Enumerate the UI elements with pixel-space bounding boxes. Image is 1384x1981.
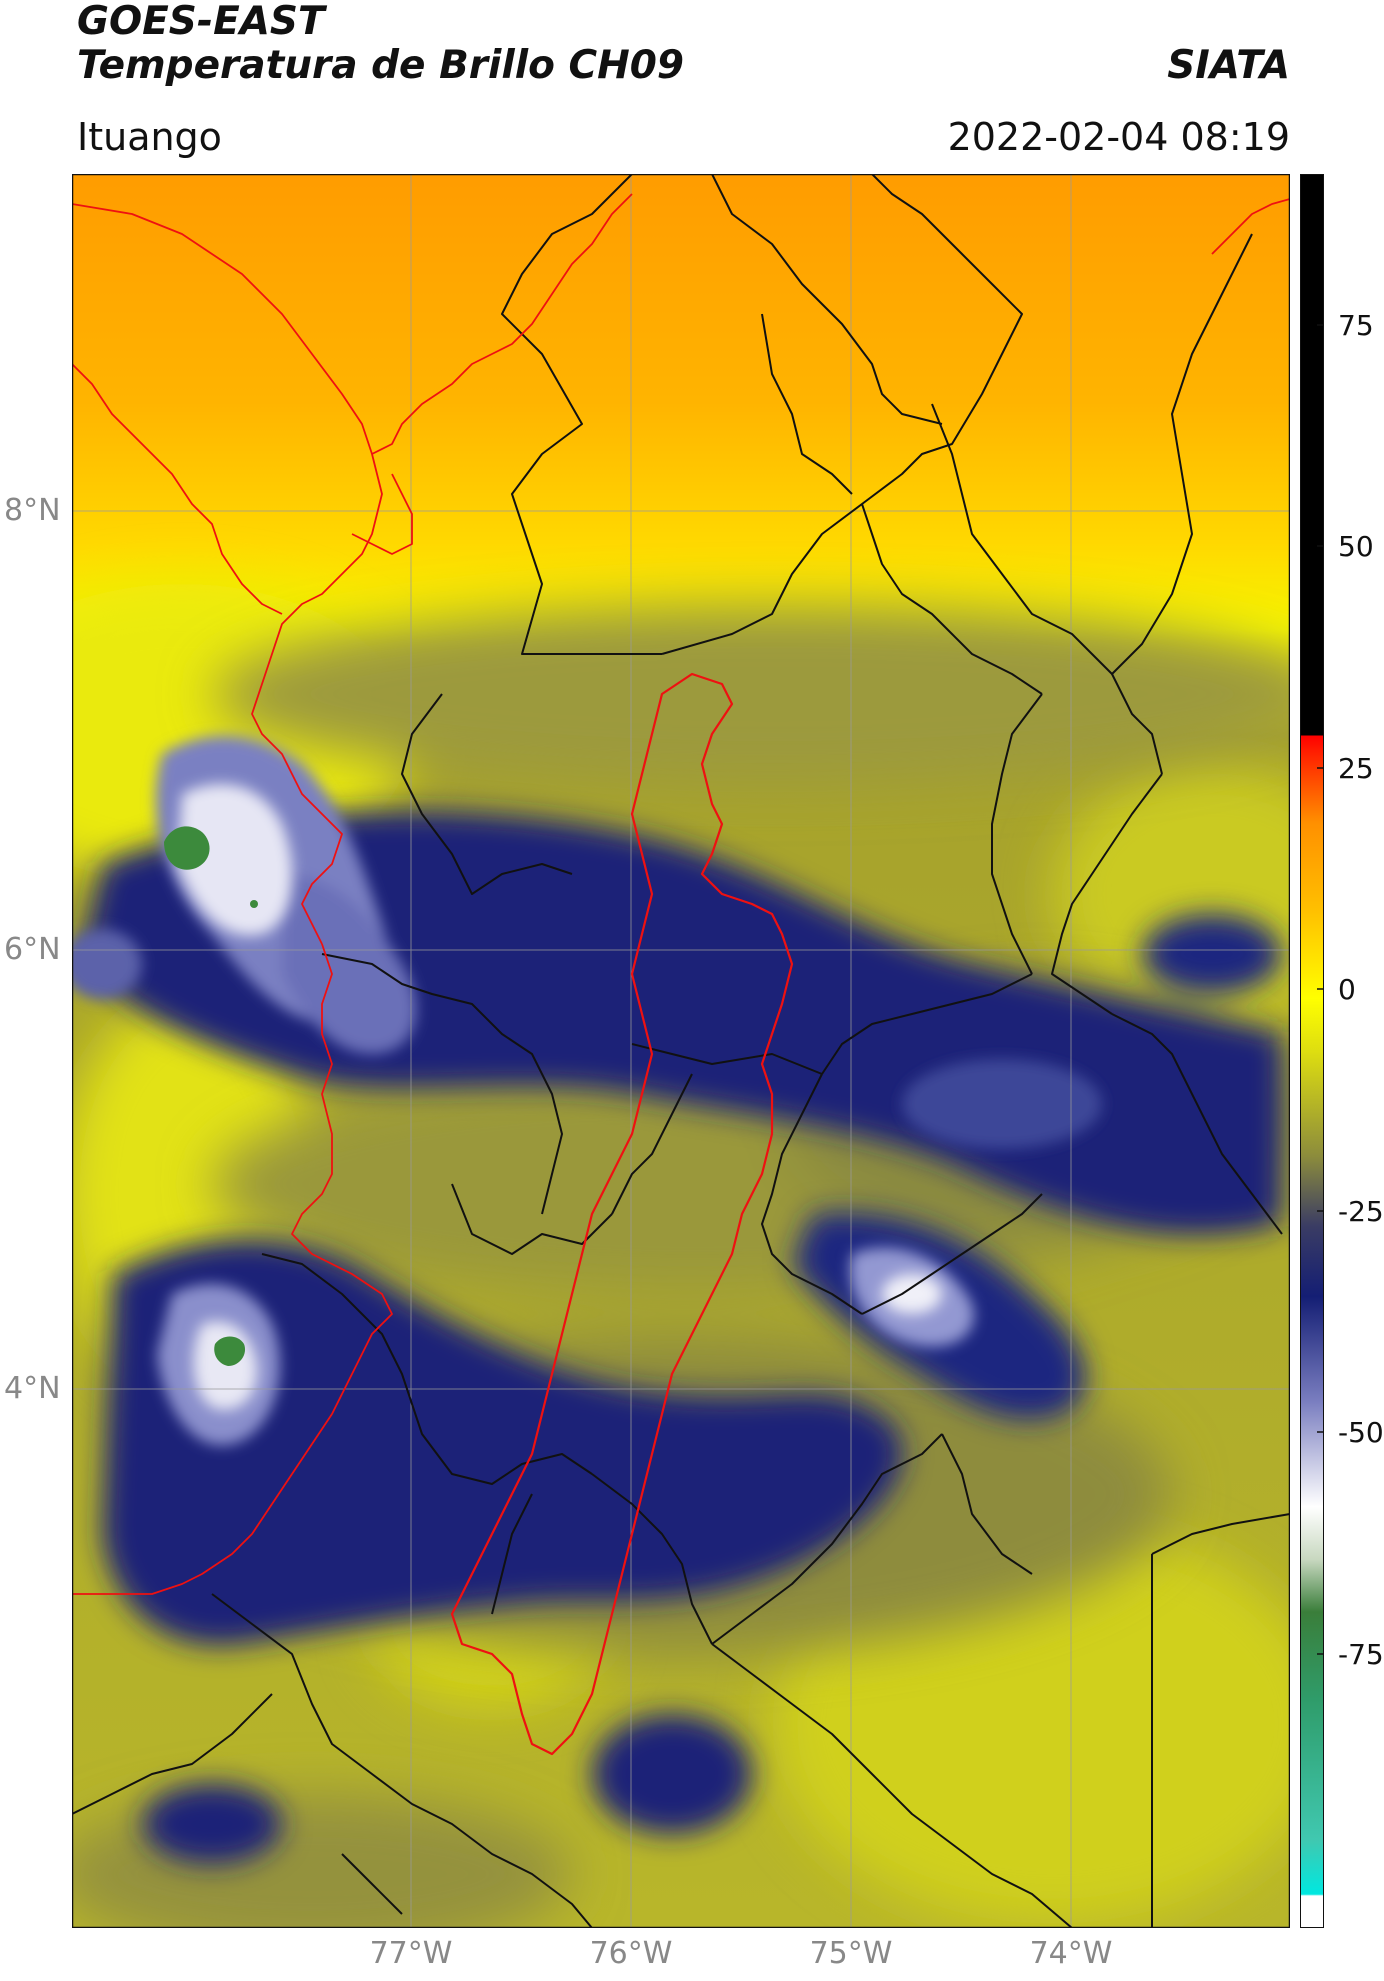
lon-label: 77°W: [369, 1936, 453, 1971]
product-title: Temperatura de Brillo CH09: [77, 43, 685, 88]
colorbar-tick-label: -25: [1338, 1195, 1384, 1228]
lat-label: 4°N: [4, 1371, 61, 1406]
colorbar: [1300, 174, 1324, 1928]
colorbar-tick-label: 50: [1338, 530, 1374, 563]
colorbar-tick-label: 0: [1338, 973, 1356, 1006]
lon-label: 75°W: [809, 1936, 893, 1971]
lat-label: 6°N: [4, 932, 61, 967]
colorbar-tick-label: -50: [1338, 1416, 1384, 1449]
coldest-tops-green: [164, 826, 258, 1366]
lon-label: 74°W: [1029, 1936, 1113, 1971]
graticule: [72, 174, 1290, 1928]
lat-label: 8°N: [4, 493, 61, 528]
basin-boundary-red: [450, 672, 794, 1756]
satellite-title: GOES-EAST: [77, 0, 325, 44]
lon-label: 76°W: [589, 1936, 673, 1971]
colorbar-tick-label: -75: [1338, 1638, 1384, 1671]
location-label: Ituango: [77, 115, 222, 159]
colorbar-tick-label: 75: [1338, 309, 1374, 342]
cloud-tops-white: [177, 784, 942, 1410]
datetime-label: 2022-02-04 08:19: [947, 115, 1290, 159]
satellite-map[interactable]: [72, 174, 1290, 1928]
department-borders: [72, 174, 1290, 1928]
coastline-red: [72, 193, 1290, 1595]
colorbar-tick-label: 25: [1338, 752, 1374, 785]
org-label: SIATA: [1167, 43, 1290, 88]
